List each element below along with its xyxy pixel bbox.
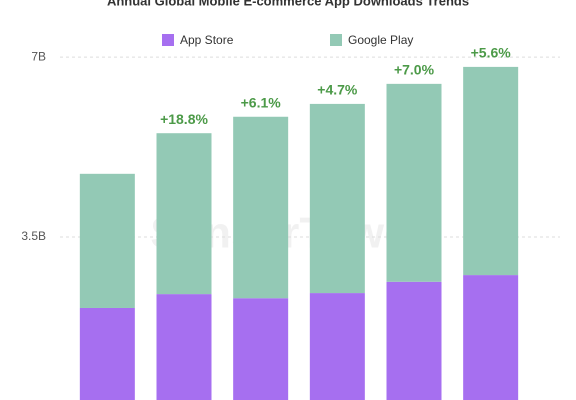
legend-swatch	[330, 34, 342, 46]
bar-segment	[309, 293, 365, 400]
legend-label: App Store	[180, 33, 234, 47]
legend-swatch	[162, 34, 174, 46]
y-tick-label: 3.5B	[21, 229, 46, 243]
bar-segment	[463, 66, 519, 276]
bar-segment	[156, 294, 212, 400]
bar-segment	[386, 83, 442, 282]
bar-segment	[309, 103, 365, 294]
bar-segment	[233, 298, 289, 400]
legend-label: Google Play	[348, 33, 413, 47]
growth-label: +5.6%	[471, 45, 512, 61]
bar-segment	[233, 116, 289, 299]
chart-title: Annual Global Mobile E-commerce App Down…	[107, 0, 469, 8]
growth-label: +18.8%	[160, 111, 208, 127]
growth-label: +4.7%	[317, 82, 358, 98]
bar-segment	[386, 281, 442, 400]
bar-segment	[79, 173, 135, 308]
bar-segment	[463, 275, 519, 400]
bar-segment	[156, 133, 212, 295]
y-tick-label: 7B	[31, 49, 46, 63]
bar-segment	[79, 307, 135, 400]
growth-label: +7.0%	[394, 62, 435, 78]
growth-label: +6.1%	[241, 94, 282, 110]
